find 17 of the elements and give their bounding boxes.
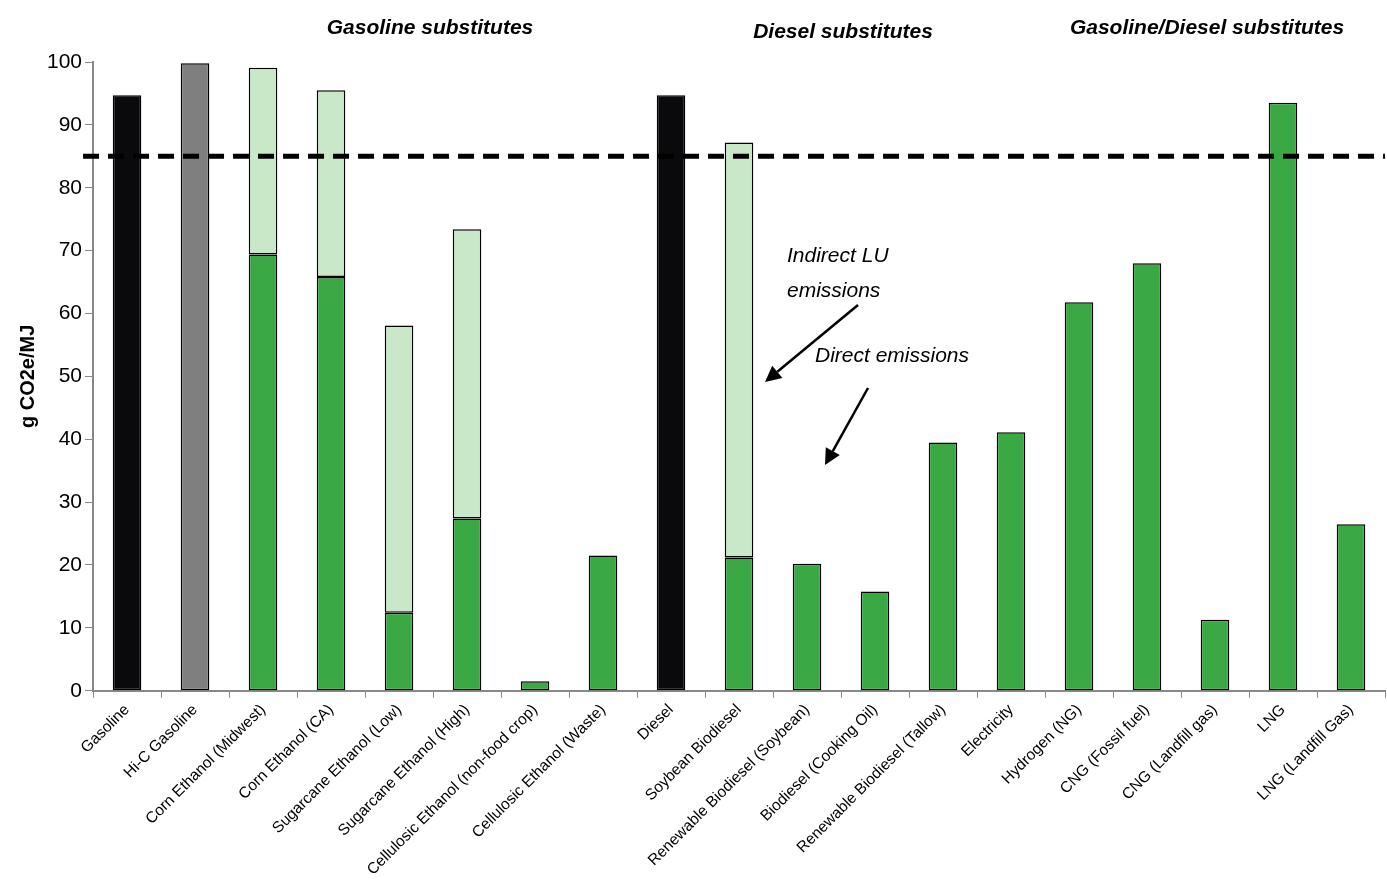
y-tick-label: 90 xyxy=(58,111,83,135)
y-axis-title: g CO2e/MJ xyxy=(15,324,38,429)
text: Gasoline/Diesel substitutes xyxy=(1069,15,1345,38)
y-tick-label: 10 xyxy=(58,614,83,638)
y-tick-label: 50 xyxy=(58,363,83,387)
y-tick-label: 100 xyxy=(46,48,83,72)
y-tick-label: 60 xyxy=(58,300,83,324)
y-tick-label: 30 xyxy=(58,488,83,512)
y-tick-label: 40 xyxy=(58,426,83,450)
text: Gasoline substitutes xyxy=(326,15,534,38)
text: Diesel substitutes xyxy=(753,19,933,42)
y-tick-label: 70 xyxy=(58,237,83,261)
y-tick-label: 80 xyxy=(58,174,83,198)
annotation: Indirect LU emissions xyxy=(787,243,890,301)
annotation: Direct emissions xyxy=(815,343,970,366)
y-tick-label: 20 xyxy=(58,551,83,575)
y-tick-label: 0 xyxy=(70,677,83,701)
